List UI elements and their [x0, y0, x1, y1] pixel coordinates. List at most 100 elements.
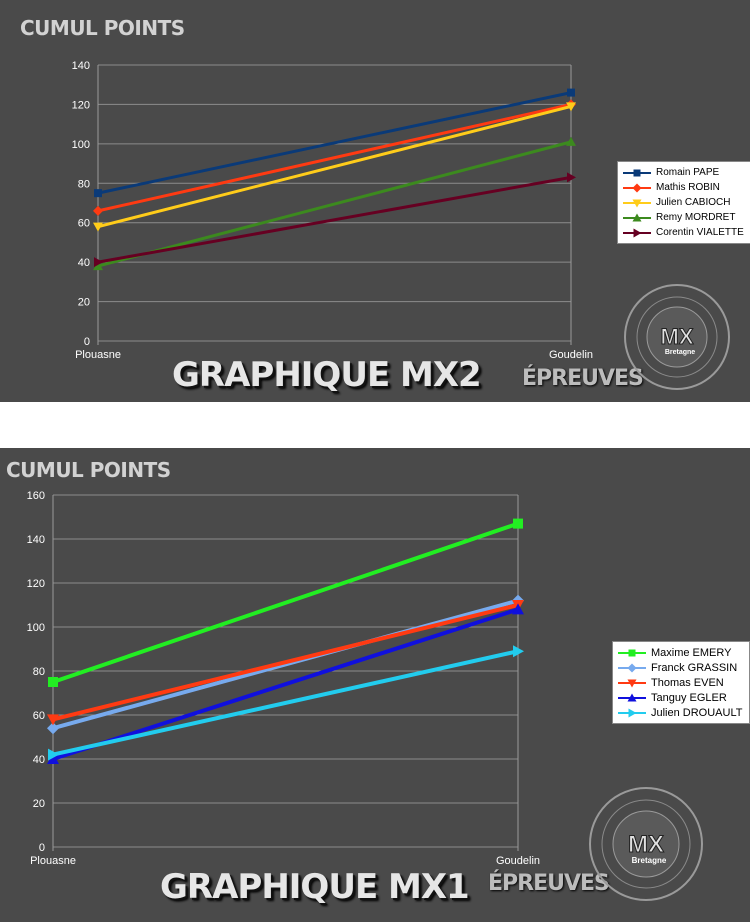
- x-tick-label: Goudelin: [496, 855, 540, 867]
- x-tick-label: Goudelin: [549, 349, 593, 361]
- y-tick-label: 120: [27, 578, 45, 590]
- legend-label: Franck GRASSIN: [651, 661, 738, 674]
- legend-swatch: [618, 708, 646, 717]
- legend: Maxime EMERY Franck GRASSIN Thomas EVEN Tan…: [612, 641, 750, 724]
- legend-swatch-marker: [632, 213, 642, 221]
- legend-swatch: [623, 213, 651, 221]
- svg-text:Bretagne: Bretagne: [632, 856, 667, 865]
- line-chart-mx1: 0 20 40 60 80 100 120 140 160 Plouasne Goudelin: [27, 490, 540, 867]
- y-tick-label: 0: [84, 336, 90, 348]
- chart-panel-mx1: CUMUL POINTS 0 20 40 60 80 100 120 140 160 Plouas…: [0, 448, 750, 922]
- legend-item: Corentin VIALETTE: [622, 225, 744, 240]
- line-chart-mx2: 0 20 40 60 80 100 120 140 Plouasne Goudelin: [72, 60, 593, 361]
- y-tick-label: 140: [27, 534, 45, 546]
- data-point: [94, 257, 103, 268]
- series-line: [96, 102, 573, 213]
- y-tick-label: 20: [33, 798, 45, 810]
- y-tick-label: 160: [27, 490, 45, 502]
- legend-label: Tanguy EGLER: [651, 691, 727, 704]
- series-line: [96, 140, 573, 268]
- y-tick-label: 20: [78, 297, 90, 309]
- legend-swatch-marker: [627, 679, 637, 687]
- mx-bretagne-logo: MX Bretagne: [589, 787, 703, 901]
- y-tick-label: 0: [39, 842, 45, 854]
- chart-title: GRAPHIQUE MX1: [160, 867, 470, 907]
- legend-item: Remy MORDRET: [622, 210, 744, 225]
- legend-swatch: [618, 663, 646, 672]
- legend: Romain PAPE Mathis ROBIN Julien CABIOCH Rem…: [617, 161, 750, 244]
- y-axis-title: CUMUL POINTS: [20, 16, 185, 40]
- legend-label: Mathis ROBIN: [656, 182, 720, 193]
- y-tick-label: 80: [33, 666, 45, 678]
- data-point: [93, 222, 103, 232]
- legend-label: Maxime EMERY: [651, 646, 732, 659]
- legend-swatch: [623, 183, 651, 192]
- chart-panel-mx2: CUMUL POINTS 0 20 40 60 80 100 120 140 Plouasne G…: [0, 0, 750, 402]
- data-point: [93, 205, 103, 216]
- legend-item: Julien DROUAULT: [617, 705, 743, 720]
- legend-swatch: [618, 649, 646, 656]
- data-point: [93, 261, 103, 271]
- y-tick-label: 120: [72, 99, 90, 111]
- data-point: [566, 102, 576, 112]
- data-point: [513, 645, 524, 658]
- data-point: [512, 603, 524, 615]
- y-tick-label: 100: [27, 622, 45, 634]
- y-tick-label: 60: [33, 710, 45, 722]
- x-axis-title: ÉPREUVES: [488, 871, 610, 896]
- legend-swatch-marker: [628, 708, 637, 717]
- data-point: [566, 136, 576, 146]
- data-point: [567, 172, 576, 183]
- legend-label: Corentin VIALETTE: [656, 227, 744, 238]
- y-tick-label: 40: [78, 257, 90, 269]
- data-point: [513, 518, 523, 529]
- data-point: [94, 189, 102, 198]
- mx-bretagne-logo: MX Bretagne: [624, 284, 730, 390]
- series-line: [51, 607, 520, 761]
- legend-label: Julien DROUAULT: [651, 706, 743, 719]
- y-tick-label: 40: [33, 754, 45, 766]
- legend-swatch: [623, 199, 651, 207]
- legend-swatch-marker: [632, 199, 642, 207]
- legend-item: Thomas EVEN: [617, 675, 743, 690]
- series-line: [51, 521, 520, 684]
- data-point: [47, 753, 59, 764]
- legend-label: Romain PAPE: [656, 167, 720, 178]
- y-axis-title: CUMUL POINTS: [6, 458, 171, 482]
- data-point: [48, 748, 59, 761]
- legend-swatch-marker: [627, 663, 637, 672]
- legend-swatch-marker: [633, 228, 642, 237]
- data-point: [47, 714, 59, 726]
- series-line: [51, 649, 520, 757]
- series-line: [96, 91, 573, 195]
- legend-swatch: [618, 679, 646, 687]
- legend-item: Tanguy EGLER: [617, 690, 743, 705]
- y-tick-label: 80: [78, 178, 90, 190]
- svg-text:Bretagne: Bretagne: [665, 349, 695, 356]
- svg-text:MX: MX: [628, 831, 664, 858]
- y-tick-label: 100: [72, 139, 90, 151]
- y-tick-label: 140: [72, 60, 90, 72]
- legend-swatch: [623, 169, 651, 176]
- data-point: [47, 722, 59, 735]
- y-tick-label: 60: [78, 218, 90, 230]
- x-tick-label: Plouasne: [75, 349, 121, 361]
- data-point: [567, 88, 575, 97]
- legend-swatch-marker: [628, 649, 636, 656]
- data-point: [48, 677, 58, 687]
- legend-item: Julien CABIOCH: [622, 195, 744, 210]
- legend-item: Franck GRASSIN: [617, 660, 743, 675]
- series-line: [96, 104, 573, 229]
- series-line: [51, 598, 520, 731]
- legend-swatch: [618, 693, 646, 701]
- legend-swatch-marker: [627, 693, 637, 701]
- legend-label: Julien CABIOCH: [656, 197, 731, 208]
- legend-swatch: [623, 228, 651, 237]
- chart-title: GRAPHIQUE MX2: [172, 355, 482, 395]
- legend-swatch-marker: [633, 169, 641, 176]
- legend-item: Romain PAPE: [622, 165, 744, 180]
- series-line: [96, 175, 573, 264]
- x-axis-title: ÉPREUVES: [522, 366, 644, 391]
- legend-item: Mathis ROBIN: [622, 180, 744, 195]
- legend-swatch-marker: [632, 183, 642, 192]
